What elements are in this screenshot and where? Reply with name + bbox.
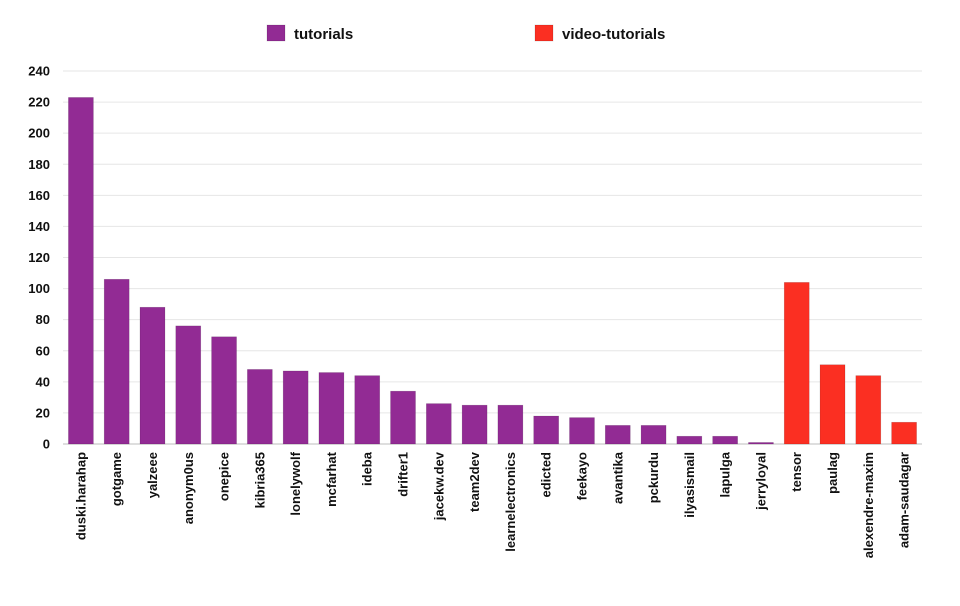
bar-yalzeee [139, 306, 166, 445]
legend: tutorials video-tutorials [266, 24, 665, 43]
x-tick-label: alexendre-maxim [861, 452, 876, 558]
bar-jacekw-dev [426, 403, 452, 445]
bar-lonelywolf [282, 370, 309, 445]
x-tick-label: lonelywolf [288, 451, 303, 515]
y-tick-label: 60 [36, 343, 50, 358]
y-tick-label: 120 [28, 250, 50, 265]
bar-anonym0us [175, 325, 202, 445]
x-tick-label: yalzeee [145, 452, 160, 498]
x-tick-label: lapulga [718, 451, 733, 497]
bar-ideba [354, 375, 381, 445]
x-tick-label: feekayo [574, 452, 589, 500]
bar-mcfarhat [318, 372, 345, 445]
x-tick-label: duski.harahap [73, 452, 88, 540]
bar-kibria365 [247, 369, 273, 445]
bars [68, 97, 917, 445]
bar-learnelectronics [497, 404, 524, 445]
bar-gotgame [103, 278, 130, 445]
x-tick-label: ideba [360, 451, 375, 486]
x-axis: duski.harahap gotgame yalzeee anonym0us onep… [73, 451, 911, 558]
y-tick-label: 20 [36, 405, 50, 420]
y-tick-label: 140 [28, 219, 50, 234]
bar-jerryloyal [748, 442, 774, 445]
y-tick-label: 180 [28, 157, 50, 172]
bar-paulag [819, 364, 846, 445]
bar-pckurdu [640, 425, 667, 445]
y-tick-label: 160 [28, 188, 50, 203]
y-tick-label: 200 [28, 126, 50, 141]
legend-swatch-tutorials [266, 24, 286, 42]
x-tick-label: learnelectronics [503, 452, 518, 552]
y-tick-label: 0 [43, 437, 50, 452]
x-tick-label: tensor [789, 452, 804, 492]
x-tick-label: anonym0us [181, 452, 196, 524]
y-tick-label: 100 [28, 281, 50, 296]
y-tick-label: 240 [28, 64, 50, 79]
x-tick-label: ilyasismail [682, 452, 697, 518]
x-tick-label: avantika [610, 451, 625, 504]
y-tick-label: 40 [36, 374, 50, 389]
y-tick-label: 220 [28, 95, 50, 110]
x-tick-label: kibria365 [252, 452, 267, 508]
y-axis: 0 20 40 60 80 100 120 140 160 180 200 220 240 [28, 64, 50, 452]
bar-duski-harahap [68, 97, 94, 445]
legend-label-tutorials: tutorials [294, 26, 353, 43]
bar-tensor [783, 282, 810, 445]
x-tick-label: mcfarhat [324, 451, 339, 507]
x-tick-label: paulag [825, 452, 840, 494]
x-tick-label: drifter1 [396, 452, 411, 497]
bar-edicted [533, 415, 559, 445]
bar-onepice [211, 336, 237, 445]
bar-alexendre-maxim [855, 375, 882, 445]
legend-swatch-video-tutorials [534, 24, 554, 42]
x-tick-label: pckurdu [646, 452, 661, 503]
bar-avantika [604, 425, 631, 445]
bar-drifter1 [390, 390, 416, 445]
bar-ilyasismail [676, 435, 703, 445]
x-tick-label: gotgame [109, 452, 124, 506]
bar-team2dev [461, 404, 488, 445]
x-tick-label: jerryloyal [753, 452, 768, 511]
x-tick-label: onepice [217, 452, 232, 501]
bar-adam-saudagar [891, 421, 917, 445]
legend-label-video-tutorials: video-tutorials [562, 26, 665, 43]
bar-feekayo [569, 417, 595, 445]
x-tick-label: jacekw.dev [431, 451, 446, 521]
bar-lapulga [712, 435, 738, 445]
y-tick-label: 80 [36, 312, 50, 327]
grid-lines [63, 70, 922, 445]
x-tick-label: team2dev [467, 451, 482, 512]
x-tick-label: edicted [539, 452, 554, 498]
x-tick-label: adam-saudagar [897, 452, 912, 548]
